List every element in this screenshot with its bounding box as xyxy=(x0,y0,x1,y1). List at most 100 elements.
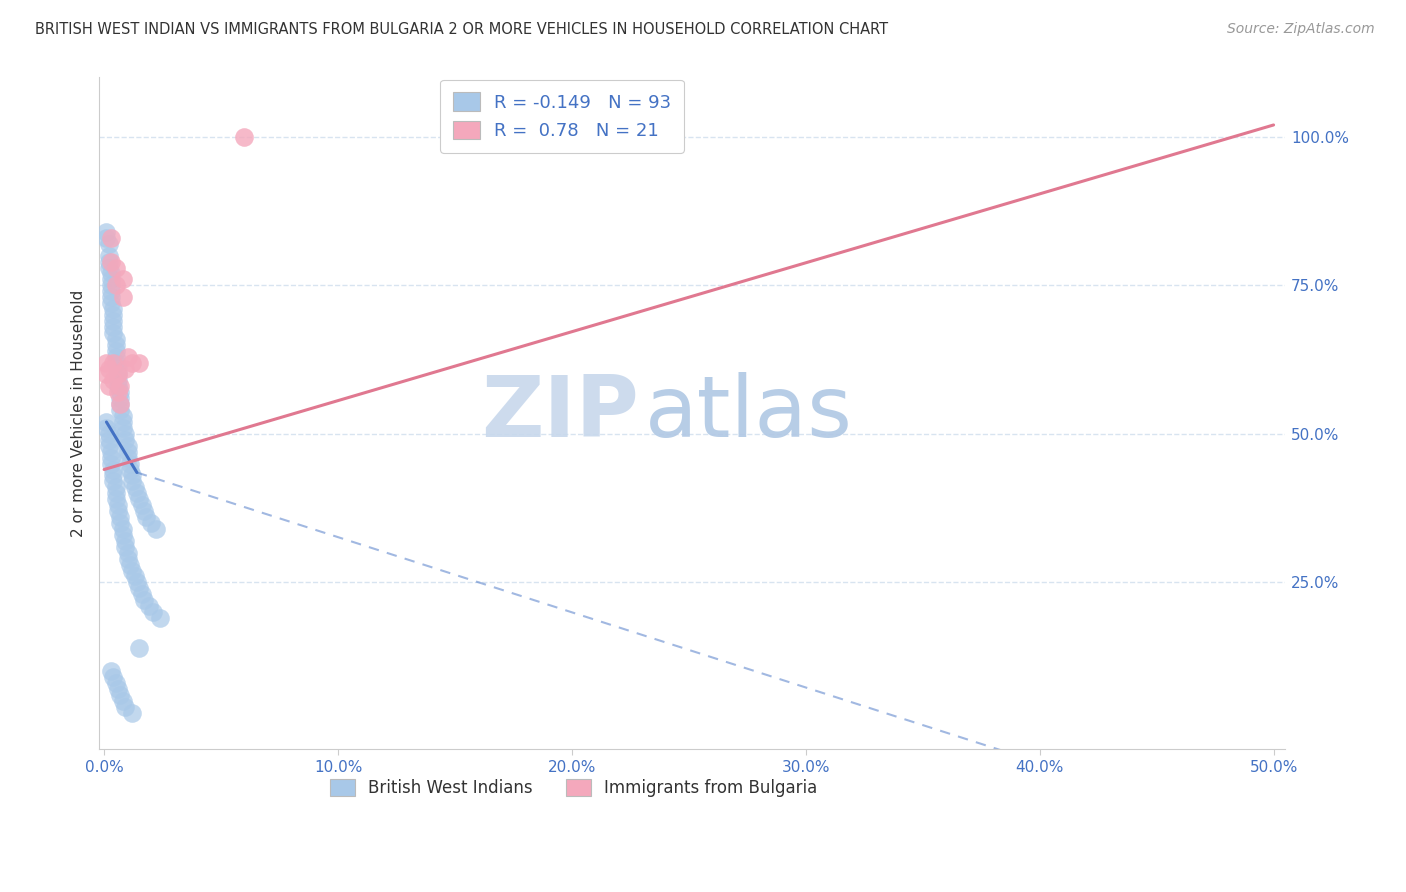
Point xyxy=(104,332,127,346)
Point xyxy=(110,391,132,405)
Point xyxy=(117,450,139,465)
Point xyxy=(114,700,136,714)
Point xyxy=(125,486,148,500)
Point xyxy=(114,540,136,554)
Point xyxy=(100,290,122,304)
Point xyxy=(114,361,136,376)
Point xyxy=(104,676,127,690)
Point xyxy=(135,510,157,524)
Point xyxy=(107,368,129,382)
Point xyxy=(100,254,122,268)
Point xyxy=(111,522,134,536)
Point xyxy=(107,368,129,382)
Y-axis label: 2 or more Vehicles in Household: 2 or more Vehicles in Household xyxy=(72,290,86,537)
Point xyxy=(103,308,125,322)
Point xyxy=(111,415,134,429)
Point xyxy=(110,385,132,400)
Point xyxy=(121,706,143,720)
Point xyxy=(121,564,143,578)
Point xyxy=(111,421,134,435)
Point xyxy=(104,350,127,364)
Point xyxy=(121,355,143,369)
Point xyxy=(97,439,120,453)
Point xyxy=(111,528,134,542)
Point xyxy=(131,498,153,512)
Point xyxy=(97,433,120,447)
Point xyxy=(121,475,143,489)
Point xyxy=(96,368,118,382)
Point xyxy=(118,558,141,572)
Point xyxy=(111,409,134,423)
Point xyxy=(117,551,139,566)
Point xyxy=(132,593,155,607)
Point xyxy=(139,516,162,530)
Point xyxy=(104,338,127,352)
Point xyxy=(104,260,127,275)
Point xyxy=(110,403,132,417)
Point xyxy=(107,385,129,400)
Point xyxy=(149,611,172,625)
Point xyxy=(117,444,139,458)
Point xyxy=(107,361,129,376)
Legend: British West Indians, Immigrants from Bulgaria: British West Indians, Immigrants from Bu… xyxy=(323,772,824,805)
Point xyxy=(117,350,139,364)
Point xyxy=(110,510,132,524)
Point xyxy=(103,314,125,328)
Point xyxy=(104,480,127,494)
Point xyxy=(96,225,118,239)
Point xyxy=(97,361,120,376)
Point xyxy=(131,587,153,601)
Point xyxy=(104,278,127,293)
Point xyxy=(110,688,132,702)
Point xyxy=(111,290,134,304)
Point xyxy=(138,599,160,614)
Point xyxy=(128,582,150,596)
Point xyxy=(110,379,132,393)
Point xyxy=(233,129,256,144)
Text: Source: ZipAtlas.com: Source: ZipAtlas.com xyxy=(1227,22,1375,37)
Point xyxy=(96,421,118,435)
Point xyxy=(117,439,139,453)
Point xyxy=(121,468,143,483)
Point xyxy=(107,379,129,393)
Point xyxy=(100,665,122,679)
Text: BRITISH WEST INDIAN VS IMMIGRANTS FROM BULGARIA 2 OR MORE VEHICLES IN HOUSEHOLD : BRITISH WEST INDIAN VS IMMIGRANTS FROM B… xyxy=(35,22,889,37)
Point xyxy=(107,504,129,518)
Point xyxy=(104,492,127,507)
Point xyxy=(100,272,122,286)
Point xyxy=(118,457,141,471)
Point xyxy=(104,355,127,369)
Point xyxy=(100,285,122,299)
Point xyxy=(111,272,134,286)
Point xyxy=(103,326,125,340)
Text: ZIP: ZIP xyxy=(481,372,638,455)
Point xyxy=(103,670,125,684)
Point xyxy=(103,355,125,369)
Point xyxy=(104,486,127,500)
Point xyxy=(96,415,118,429)
Point xyxy=(107,498,129,512)
Text: atlas: atlas xyxy=(645,372,853,455)
Point xyxy=(111,694,134,708)
Point xyxy=(128,355,150,369)
Point xyxy=(107,682,129,697)
Point xyxy=(118,462,141,476)
Point xyxy=(110,397,132,411)
Point xyxy=(103,320,125,334)
Point xyxy=(100,231,122,245)
Point xyxy=(103,302,125,317)
Point xyxy=(103,475,125,489)
Point xyxy=(96,355,118,369)
Point xyxy=(97,254,120,268)
Point xyxy=(96,231,118,245)
Point xyxy=(142,605,165,619)
Point xyxy=(128,640,150,655)
Point xyxy=(100,444,122,458)
Point xyxy=(110,516,132,530)
Point xyxy=(97,379,120,393)
Point xyxy=(100,267,122,281)
Point xyxy=(125,575,148,590)
Point xyxy=(110,397,132,411)
Point xyxy=(124,480,146,494)
Point xyxy=(117,546,139,560)
